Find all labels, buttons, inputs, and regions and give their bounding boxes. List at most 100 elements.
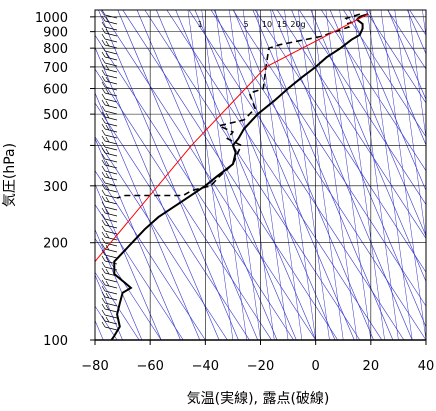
y-tick-label: 1000	[35, 11, 68, 26]
moist-adiabat-line	[95, 271, 140, 340]
wind-barb-staff	[104, 26, 118, 31]
wind-barb-staff	[104, 218, 118, 223]
dry-adiabat-line	[95, 137, 181, 340]
wind-barb-flag	[101, 129, 106, 136]
moist-adiabat-line	[95, 237, 162, 340]
wind-barb-staff	[104, 170, 118, 175]
wind-barb-flag	[101, 315, 106, 322]
mixing-ratio-line	[353, 10, 399, 340]
moist-adiabat-line	[95, 203, 184, 340]
wind-barb-flag	[101, 267, 106, 274]
wind-barb-flag	[105, 88, 110, 95]
wind-barb-flag	[105, 112, 110, 119]
wind-barb-flag	[105, 280, 110, 287]
mixing-ratio-line	[380, 10, 426, 340]
wind-barb-flag	[105, 268, 110, 275]
wind-barb-flag	[105, 76, 110, 83]
wind-barb-flag	[101, 249, 106, 256]
dry-adiabat-line	[427, 10, 436, 340]
mixing-ratio-line	[284, 10, 330, 340]
wind-barb-staff	[104, 212, 118, 217]
mixing-ratio-line	[229, 10, 275, 340]
x-tick-label: −40	[192, 359, 219, 374]
wind-barb-staff	[104, 140, 118, 145]
dry-adiabat-line	[175, 10, 316, 340]
wind-barb-flag	[105, 208, 110, 215]
wind-barb-staff	[104, 236, 118, 241]
wind-barb-staff	[104, 14, 118, 19]
wind-barb-staff	[104, 20, 118, 25]
wind-barb-staff	[104, 164, 118, 169]
x-axis-title: 気温(実線), 露点(破線)	[187, 391, 330, 407]
wind-barb-staff	[104, 308, 118, 313]
wind-barb-flag	[101, 141, 106, 148]
dry-adiabat-line	[271, 10, 413, 340]
wind-barb-flag	[101, 219, 106, 226]
moist-adiabat-line	[387, 10, 426, 70]
wind-barb-flag	[101, 81, 106, 88]
wind-barb-flag	[105, 16, 110, 23]
wind-barb-staff	[104, 302, 118, 307]
dry-adiabat-line	[117, 10, 259, 340]
moist-adiabat-line	[343, 10, 426, 138]
wind-barb-staff	[104, 290, 118, 295]
y-tick-label: 500	[43, 108, 68, 123]
wind-barb-flag	[101, 111, 106, 118]
wind-barbs	[101, 9, 118, 331]
wind-barb-staff	[104, 80, 118, 85]
wind-barb-flag	[101, 39, 106, 46]
y-tick-label: 400	[43, 139, 68, 154]
moist-adiabat-line	[95, 170, 206, 340]
wind-barb-staff	[104, 110, 118, 115]
wind-barb-flag	[105, 184, 110, 191]
dry-adiabat-line	[214, 10, 355, 340]
wind-barb-flag	[101, 105, 106, 112]
wind-barb-staff	[104, 86, 118, 91]
dry-adiabat-line	[310, 10, 426, 283]
mixing-ratio-line	[187, 10, 234, 340]
dry-adiabat-line	[95, 183, 162, 340]
x-tick-label: 40	[418, 359, 435, 374]
moist-adiabat-line	[365, 10, 426, 104]
mixing-ratio-line	[201, 10, 247, 340]
dry-adiabat-line	[349, 10, 426, 192]
moist-adiabat-line	[95, 68, 272, 340]
mixing-ratio-line	[366, 10, 413, 340]
wind-barb-flag	[101, 21, 106, 28]
moist-adiabat-line	[166, 10, 383, 340]
wind-barb-flag	[105, 100, 110, 107]
dry-adiabat-line	[194, 10, 336, 340]
wind-barb-flag	[101, 297, 106, 304]
mixing-ratio-label: 15	[277, 20, 287, 29]
wind-barb-flag	[101, 165, 106, 172]
y-tick-label: 100	[43, 334, 68, 349]
wind-barb-flag	[101, 279, 106, 286]
x-tick-label: 0	[312, 359, 320, 374]
mixing-ratio-label: 5	[243, 20, 248, 29]
wind-barb-flag	[101, 135, 106, 142]
wind-barb-staff	[104, 182, 118, 187]
wind-barb-staff	[104, 278, 118, 283]
wind-barb-flag	[101, 99, 106, 106]
x-tick-label: −60	[136, 359, 163, 374]
wind-barb-flag	[105, 256, 110, 263]
wind-barb-staff	[104, 206, 118, 211]
wind-barb-staff	[104, 176, 118, 181]
dry-adiabat-line	[387, 10, 426, 101]
wind-barb-flag	[101, 147, 106, 154]
moist-adiabat-line	[95, 102, 250, 340]
wind-barb-flag	[101, 159, 106, 166]
dry-adiabat-line	[252, 10, 394, 340]
dry-adiabat-line	[233, 10, 374, 340]
wind-barb-flag	[101, 177, 106, 184]
wind-barb-flag	[101, 201, 106, 208]
moist-adiabat-line	[321, 10, 426, 172]
wind-barb-flag	[105, 316, 110, 323]
moist-adiabat-line	[210, 10, 426, 340]
wind-barb-staff	[104, 200, 118, 205]
dry-adiabat-line	[95, 92, 201, 340]
wind-barb-staff	[104, 188, 118, 193]
wind-barb-staff	[104, 122, 118, 127]
moist-adiabat-line	[100, 10, 316, 340]
